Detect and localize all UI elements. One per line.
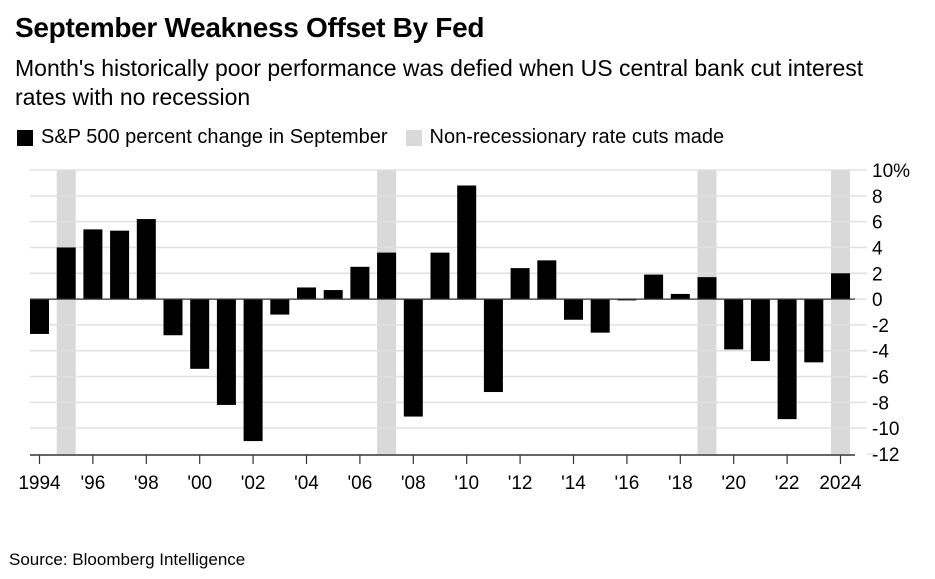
bar-2019: [697, 277, 717, 300]
bar-2014: [564, 299, 583, 320]
y-tick-label: -4: [872, 342, 889, 363]
legend-item-rate-cuts: Non-recessionary rate cuts made: [405, 126, 725, 149]
y-tick-label: -6: [872, 368, 889, 389]
bar-2016: [617, 299, 637, 301]
chart-title: September Weakness Offset By Fed: [15, 12, 485, 43]
shaded-periods: [56, 170, 850, 454]
y-tick-label: 4: [872, 238, 883, 259]
bar-2012: [510, 268, 530, 300]
bar-2015: [590, 299, 610, 333]
x-tick-label: '02: [241, 473, 266, 494]
y-tick-label: 6: [872, 213, 883, 234]
gridlines: [30, 169, 875, 455]
bar-2011: [483, 299, 503, 393]
shaded-period-2019: [697, 170, 717, 454]
bar-1996: [83, 229, 103, 300]
axes: [30, 298, 855, 456]
x-tick-label: '22: [775, 473, 800, 494]
legend-label-sp500: S&P 500 percent change in September: [41, 126, 388, 148]
shaded-period-1995: [56, 170, 76, 454]
bar-2021: [750, 299, 770, 362]
x-tick-label: '12: [508, 473, 533, 494]
x-tick-label: '08: [401, 473, 426, 494]
x-tick-label: 2024: [819, 473, 862, 494]
legend: S&P 500 percent change in September Non-…: [17, 126, 742, 149]
bar-1994: [30, 299, 49, 334]
bar-2010: [457, 185, 477, 300]
bar-1997: [110, 230, 130, 300]
x-tick-label: '20: [721, 473, 746, 494]
bar-2002: [243, 299, 263, 442]
x-tick-label: '16: [615, 473, 640, 494]
legend-swatch-sp500: [17, 129, 33, 146]
bar-1998: [136, 219, 156, 300]
shaded-period-2007: [377, 170, 397, 454]
y-tick-label: -10: [872, 419, 899, 440]
bar-1999: [163, 299, 183, 336]
y-tick-label: -8: [872, 393, 889, 414]
bar-2008: [403, 299, 423, 417]
x-tick-label: '04: [294, 473, 319, 494]
bar-2003: [270, 299, 290, 315]
bar-2022: [777, 299, 797, 420]
y-tick-label: 8: [872, 187, 883, 208]
bar-2023: [804, 299, 824, 363]
x-tick-label: 1994: [18, 473, 61, 494]
x-tick-label: '00: [187, 473, 212, 494]
bar-2004: [297, 287, 316, 300]
bar-2007: [377, 252, 397, 300]
x-axis-ticks: 1994 '96 '98 '00 '02 '04 '06 '08 '10 '12 '14 '16 '18…: [18, 455, 862, 494]
y-tick-label: 2: [872, 264, 883, 285]
shaded-period-2024: [831, 170, 850, 454]
x-tick-label: '10: [454, 473, 479, 494]
y-axis-ticks: 10% 8 6 4 2 0 -2 -4 -6 -8 -10 -12: [872, 161, 910, 466]
legend-item-sp500: S&P 500 percent change in September: [17, 126, 388, 149]
y-tick-label: 10%: [872, 161, 910, 182]
bar-2017: [644, 274, 664, 300]
y-tick-label: -2: [872, 316, 889, 337]
x-tick-label: '18: [668, 473, 693, 494]
bar-2005: [323, 290, 343, 300]
x-tick-label: '96: [81, 473, 106, 494]
y-tick-label: 0: [872, 290, 883, 311]
bar-2013: [537, 260, 557, 300]
x-tick-label: '98: [134, 473, 159, 494]
legend-swatch-rate-cuts: [405, 129, 422, 146]
y-tick-label: -12: [872, 445, 899, 466]
source-note: Source: Bloomberg Intelligence: [9, 550, 246, 569]
x-tick-label: '14: [561, 473, 586, 494]
bar-2001: [216, 299, 236, 405]
legend-label-rate-cuts: Non-recessionary rate cuts made: [429, 126, 725, 148]
bar-2009: [430, 252, 450, 300]
bar-2020: [724, 299, 744, 350]
chart-subtitle: Month's historically poor performance wa…: [15, 55, 864, 110]
bar-2006: [350, 266, 370, 300]
bars: [30, 185, 850, 442]
bar-2018: [670, 293, 690, 300]
bar-2000: [190, 299, 210, 369]
bar-1995: [56, 247, 76, 300]
bar-2024: [831, 273, 850, 300]
x-tick-label: '06: [348, 473, 373, 494]
